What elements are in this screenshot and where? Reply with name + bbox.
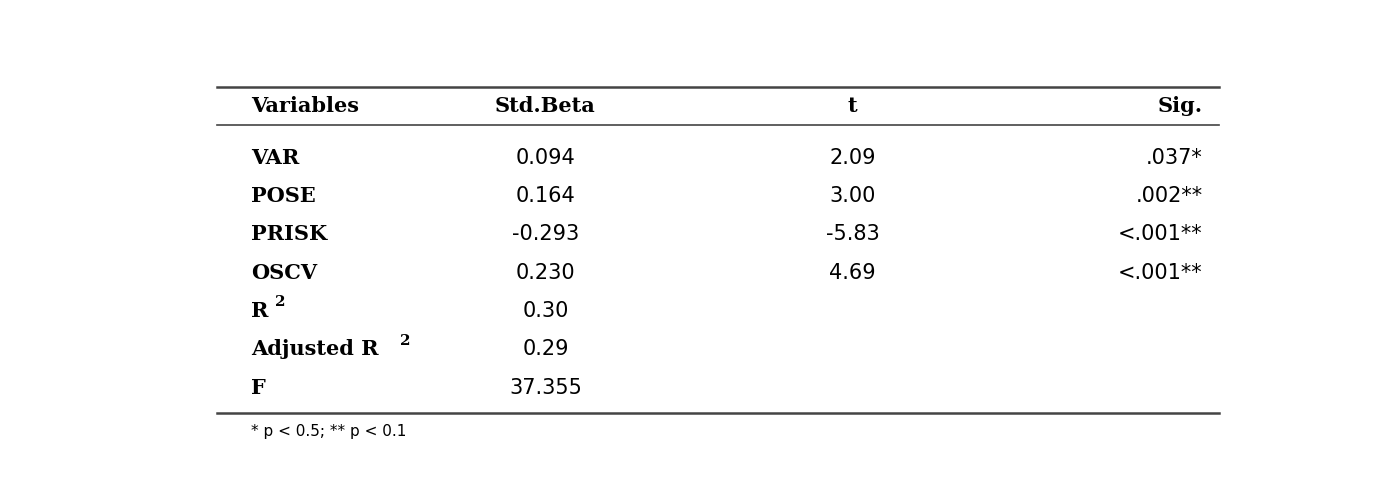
Text: POSE: POSE: [252, 186, 316, 206]
Text: 0.230: 0.230: [516, 262, 575, 282]
Text: 3.00: 3.00: [830, 186, 876, 206]
Text: 0.30: 0.30: [523, 301, 569, 321]
Text: .037*: .037*: [1145, 147, 1202, 167]
Text: 0.164: 0.164: [516, 186, 575, 206]
Text: 0.29: 0.29: [523, 339, 569, 359]
Text: F: F: [252, 377, 265, 397]
Text: 4.69: 4.69: [828, 262, 876, 282]
Text: R: R: [252, 301, 268, 321]
Text: Adjusted R: Adjusted R: [252, 339, 379, 359]
Text: 2: 2: [275, 295, 285, 309]
Text: 2.09: 2.09: [830, 147, 876, 167]
Text: -0.293: -0.293: [512, 224, 580, 244]
Text: -5.83: -5.83: [826, 224, 880, 244]
Text: 37.355: 37.355: [509, 377, 582, 397]
Text: <.001**: <.001**: [1118, 262, 1202, 282]
Text: 2: 2: [400, 334, 410, 348]
Text: PRISK: PRISK: [252, 224, 328, 244]
Text: Std.Beta: Std.Beta: [495, 96, 596, 116]
Text: <.001**: <.001**: [1118, 224, 1202, 244]
Text: Variables: Variables: [252, 96, 359, 116]
Text: .002**: .002**: [1136, 186, 1202, 206]
Text: OSCV: OSCV: [252, 262, 317, 282]
Text: * p < 0.5; ** p < 0.1: * p < 0.5; ** p < 0.1: [252, 424, 407, 439]
Text: t: t: [848, 96, 858, 116]
Text: 0.094: 0.094: [516, 147, 575, 167]
Text: Sig.: Sig.: [1158, 96, 1202, 116]
Text: VAR: VAR: [252, 147, 300, 167]
